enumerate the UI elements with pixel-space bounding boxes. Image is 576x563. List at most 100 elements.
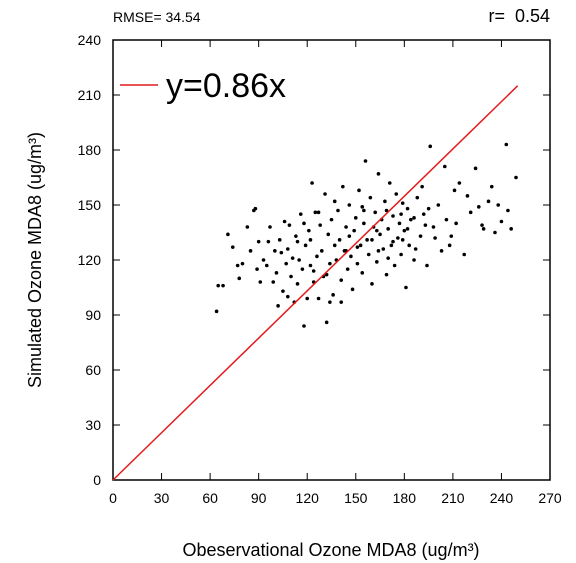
data-point xyxy=(373,210,378,215)
data-point xyxy=(336,208,340,213)
data-point xyxy=(341,184,345,189)
data-point xyxy=(221,283,225,288)
data-point xyxy=(509,227,513,231)
data-point xyxy=(305,296,310,301)
data-point xyxy=(319,249,324,253)
regression-line xyxy=(112,85,519,481)
y-tick-label: 150 xyxy=(78,197,102,213)
data-point xyxy=(444,217,449,222)
data-point xyxy=(287,223,292,227)
data-point xyxy=(358,243,363,248)
x-tick-label: 60 xyxy=(202,490,218,506)
data-point xyxy=(468,210,473,215)
data-point xyxy=(400,238,405,242)
data-point xyxy=(439,249,444,253)
data-point xyxy=(328,261,332,266)
data-point xyxy=(399,252,403,257)
data-point xyxy=(381,247,386,251)
data-point xyxy=(486,199,491,204)
data-point xyxy=(256,239,261,244)
data-point xyxy=(347,203,352,207)
data-point xyxy=(237,276,242,281)
data-point xyxy=(302,221,306,226)
data-point xyxy=(454,221,458,226)
data-point xyxy=(428,144,433,149)
data-point xyxy=(258,280,263,284)
data-point xyxy=(436,203,441,207)
data-point xyxy=(326,232,331,237)
data-point xyxy=(412,216,416,220)
data-point xyxy=(347,234,352,238)
data-point xyxy=(295,239,300,244)
data-point xyxy=(286,294,290,299)
data-point xyxy=(392,263,397,268)
data-point xyxy=(261,258,266,262)
data-point xyxy=(425,263,429,268)
data-point xyxy=(457,181,462,185)
data-point xyxy=(297,258,301,262)
data-point xyxy=(368,195,373,200)
y-tick-label: 210 xyxy=(78,87,102,103)
data-point xyxy=(230,245,235,249)
data-point xyxy=(324,320,329,325)
data-points xyxy=(214,142,518,328)
data-point xyxy=(376,172,381,176)
data-point xyxy=(310,181,314,185)
data-point xyxy=(266,239,271,244)
data-point xyxy=(407,243,411,248)
data-point xyxy=(355,261,360,266)
y-tick-label: 120 xyxy=(78,252,102,268)
plot-frame xyxy=(112,39,551,481)
data-point xyxy=(339,300,344,304)
data-point xyxy=(307,228,311,233)
data-point xyxy=(294,234,298,238)
data-point xyxy=(284,261,288,266)
x-tick-label: 0 xyxy=(109,490,117,506)
data-point xyxy=(363,159,368,163)
x-tick-label: 120 xyxy=(296,490,320,506)
data-point xyxy=(412,258,416,262)
data-point xyxy=(313,210,318,215)
data-point xyxy=(370,238,374,242)
y-tick-label: 30 xyxy=(85,417,101,433)
r-label: r= 0.54 xyxy=(488,6,550,26)
data-point xyxy=(452,188,457,193)
data-point xyxy=(337,238,342,242)
data-point xyxy=(339,278,344,282)
data-point xyxy=(404,285,408,290)
data-point xyxy=(391,214,395,218)
data-point xyxy=(447,243,452,248)
data-point xyxy=(248,249,253,253)
data-point xyxy=(332,243,337,248)
data-point xyxy=(375,228,379,233)
data-point xyxy=(277,238,282,242)
data-point xyxy=(489,184,494,189)
y-tick-label: 180 xyxy=(78,142,102,158)
data-point xyxy=(349,254,353,259)
x-axis-title: Obeservational Ozone MDA8 (ug/m³) xyxy=(182,540,479,560)
x-tick-label: 240 xyxy=(490,490,514,506)
data-point xyxy=(384,208,389,213)
data-point xyxy=(308,238,313,242)
data-point xyxy=(298,212,303,216)
data-point xyxy=(405,206,410,211)
data-point xyxy=(415,195,420,200)
data-point xyxy=(355,245,360,249)
data-point xyxy=(386,227,390,231)
data-point xyxy=(323,192,327,196)
y-tick-label: 240 xyxy=(78,32,102,48)
x-tick-labels: 0 30 60 90 120 150 180 210 240 270 xyxy=(109,490,562,506)
data-point xyxy=(245,225,250,229)
data-point xyxy=(274,271,279,275)
data-point xyxy=(402,228,407,233)
data-point xyxy=(370,282,374,286)
data-point xyxy=(405,227,410,231)
data-point xyxy=(300,267,305,271)
legend-label: y=0.86x xyxy=(166,67,286,105)
data-point xyxy=(331,293,335,297)
data-point xyxy=(350,287,355,292)
y-axis-title: Simulated Ozone MDA8 (ug/m³) xyxy=(25,132,45,388)
data-point xyxy=(316,210,321,215)
data-point xyxy=(396,236,400,240)
